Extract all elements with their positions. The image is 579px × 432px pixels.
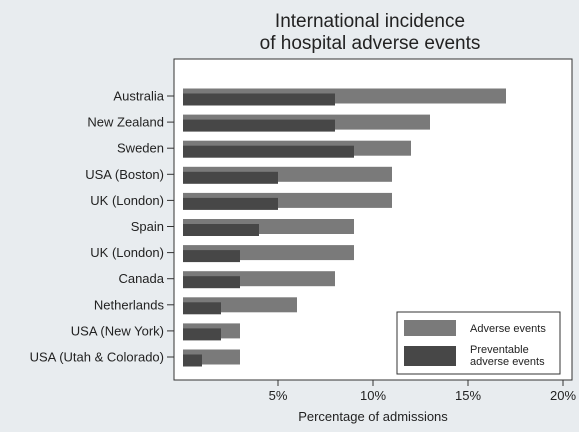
- bar-preventable-adverse-events: [183, 328, 221, 341]
- chart-title-text: International incidence of hospital adver…: [260, 11, 481, 54]
- category-label: Canada: [118, 271, 164, 286]
- category-label: USA (Boston): [85, 167, 164, 182]
- x-axis-ticks: 5% 10% 15% 20%: [269, 380, 576, 403]
- bar-preventable-adverse-events: [183, 171, 278, 184]
- category-label: New Zealand: [87, 115, 164, 130]
- x-tick-label: 5%: [269, 388, 288, 403]
- legend-swatch: [404, 320, 456, 336]
- chart-title: International incidence of hospital adver…: [260, 11, 481, 54]
- bars: [183, 88, 506, 367]
- category-label: Sweden: [117, 141, 164, 156]
- bar-preventable-adverse-events: [183, 250, 240, 263]
- bar-preventable-adverse-events: [183, 93, 335, 106]
- category-label: UK (London): [90, 193, 164, 208]
- x-axis-label: Percentage of admissions: [298, 409, 448, 424]
- legend: Adverse events Preventable adverse events: [396, 311, 561, 375]
- category-label: USA (Utah & Colorado): [30, 350, 164, 365]
- category-labels: Australia New Zealand Sweden USA (Boston) UK…: [30, 89, 174, 365]
- legend-label: Preventable adverse events: [470, 344, 545, 368]
- bar-preventable-adverse-events: [183, 119, 335, 132]
- x-tick-label: 20%: [550, 388, 576, 403]
- bar-preventable-adverse-events: [183, 145, 354, 158]
- bar-preventable-adverse-events: [183, 354, 202, 367]
- bar-preventable-adverse-events: [183, 224, 259, 236]
- legend-swatch: [404, 346, 456, 366]
- category-label: UK (London): [90, 245, 164, 260]
- bar-preventable-adverse-events: [183, 197, 278, 210]
- bar-preventable-adverse-events: [183, 276, 240, 289]
- bar-preventable-adverse-events: [183, 302, 221, 315]
- legend-label: Adverse events: [470, 323, 546, 335]
- x-tick-label: 15%: [455, 388, 481, 403]
- category-label: USA (New York): [71, 323, 164, 338]
- category-label: Australia: [113, 89, 164, 104]
- x-tick-label: 10%: [360, 388, 386, 403]
- category-label: Spain: [131, 219, 164, 234]
- category-label: Netherlands: [94, 297, 165, 312]
